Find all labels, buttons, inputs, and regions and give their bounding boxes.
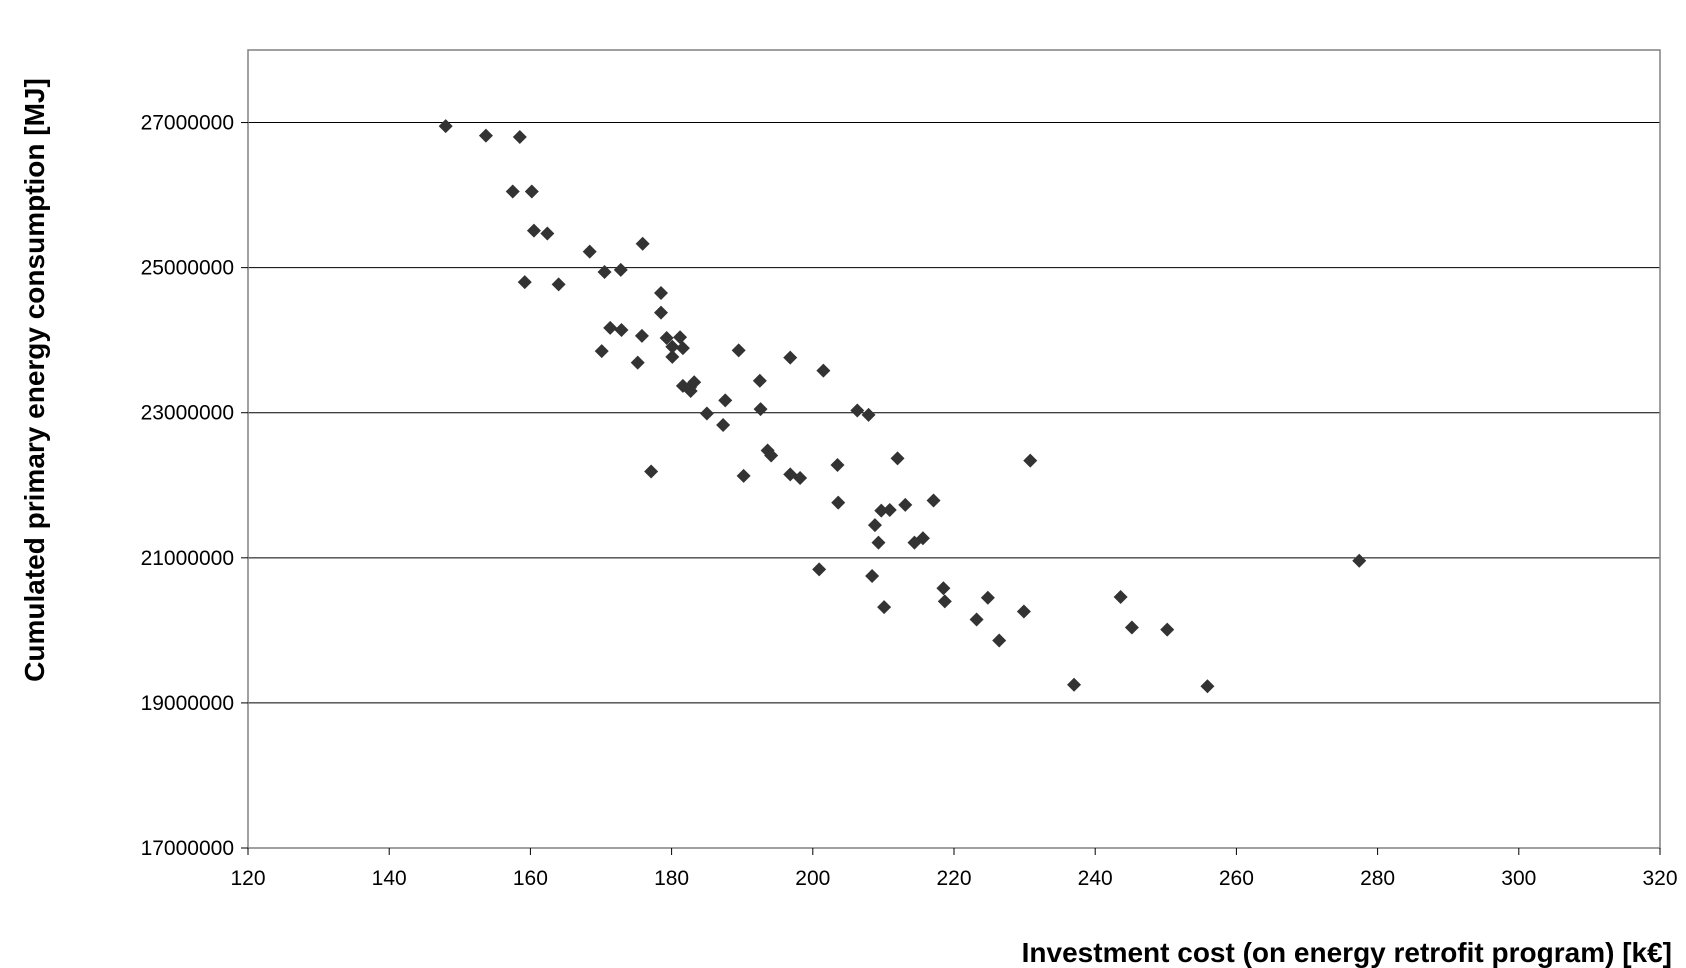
data-point: [753, 402, 768, 417]
data-point: [594, 344, 609, 359]
data-point: [716, 418, 731, 433]
data-point: [1016, 604, 1031, 619]
data-point: [783, 350, 798, 365]
data-point: [603, 320, 618, 335]
y-tick-label: 17000000: [141, 837, 234, 860]
data-point: [517, 275, 532, 290]
data-point: [630, 355, 645, 370]
data-point: [865, 568, 880, 583]
data-point: [659, 331, 674, 346]
data-point: [673, 330, 688, 345]
data-point: [644, 464, 659, 479]
data-point: [683, 383, 698, 398]
data-point: [654, 286, 669, 301]
data-point: [1124, 620, 1139, 635]
grid-lines: [248, 122, 1660, 704]
data-point: [816, 363, 831, 378]
x-axis-title: Investment cost (on energy retrofit prog…: [1022, 937, 1672, 968]
data-point: [752, 373, 767, 388]
x-tick-label: 200: [795, 867, 830, 890]
data-point: [874, 503, 889, 518]
data-point: [850, 403, 865, 418]
data-point: [861, 407, 876, 422]
data-point: [936, 581, 951, 596]
data-point: [890, 451, 905, 466]
data-points: [438, 119, 1367, 694]
data-point: [614, 323, 629, 338]
data-point: [1023, 453, 1038, 468]
data-point: [540, 226, 555, 241]
x-tick-label: 320: [1642, 867, 1677, 890]
data-point: [980, 590, 995, 605]
y-axis-tick-labels: 17000000 19000000 21000000 23000000 25000000…: [141, 112, 248, 860]
x-tick-label: 140: [372, 867, 407, 890]
data-point: [1067, 677, 1082, 692]
y-tick-label: 25000000: [141, 257, 234, 280]
data-point: [635, 236, 650, 251]
data-point: [478, 128, 493, 143]
data-point: [898, 497, 913, 512]
data-point: [699, 406, 714, 421]
data-point: [1200, 679, 1215, 694]
y-tick-label: 27000000: [141, 112, 234, 135]
data-point: [764, 448, 779, 463]
data-point: [613, 262, 628, 277]
y-tick-label: 19000000: [141, 692, 234, 715]
y-tick-label: 23000000: [141, 402, 234, 425]
data-point: [831, 495, 846, 510]
x-axis-tick-labels: 120 140 160 180 200 220 240 260 280 300 320: [230, 848, 1678, 890]
x-tick-label: 240: [1078, 867, 1113, 890]
data-point: [665, 349, 680, 364]
data-point: [736, 468, 751, 483]
data-point: [438, 119, 453, 134]
data-point: [877, 600, 892, 615]
data-point: [524, 184, 539, 199]
data-point: [634, 328, 649, 343]
x-tick-label: 300: [1501, 867, 1536, 890]
data-point: [793, 471, 808, 486]
data-point: [654, 305, 669, 320]
data-point: [867, 518, 882, 533]
y-axis-title: Cumulated primary energy consumption [MJ…: [19, 78, 50, 682]
x-tick-label: 160: [513, 867, 548, 890]
data-point: [830, 457, 845, 472]
data-point: [512, 130, 527, 145]
data-point: [937, 594, 952, 609]
data-point: [1113, 589, 1128, 604]
data-point: [969, 612, 984, 627]
data-point: [731, 343, 746, 358]
data-point: [992, 633, 1007, 648]
y-tick-label: 21000000: [141, 547, 234, 570]
x-tick-label: 180: [654, 867, 689, 890]
data-point: [926, 493, 941, 508]
data-point: [871, 535, 886, 550]
data-point: [1352, 553, 1367, 568]
data-point: [597, 264, 612, 279]
data-point: [1160, 622, 1175, 637]
data-point: [812, 562, 827, 577]
data-point: [505, 184, 520, 199]
x-tick-label: 220: [936, 867, 971, 890]
data-point: [675, 341, 690, 356]
data-point: [718, 393, 733, 408]
x-tick-label: 260: [1219, 867, 1254, 890]
data-point: [665, 339, 680, 354]
data-point: [882, 502, 897, 517]
x-tick-label: 120: [230, 867, 265, 890]
data-point: [582, 244, 597, 259]
plot-area: [247, 49, 1661, 849]
data-point: [915, 531, 930, 546]
x-tick-label: 280: [1360, 867, 1395, 890]
data-point: [551, 277, 566, 292]
data-point: [526, 223, 541, 238]
